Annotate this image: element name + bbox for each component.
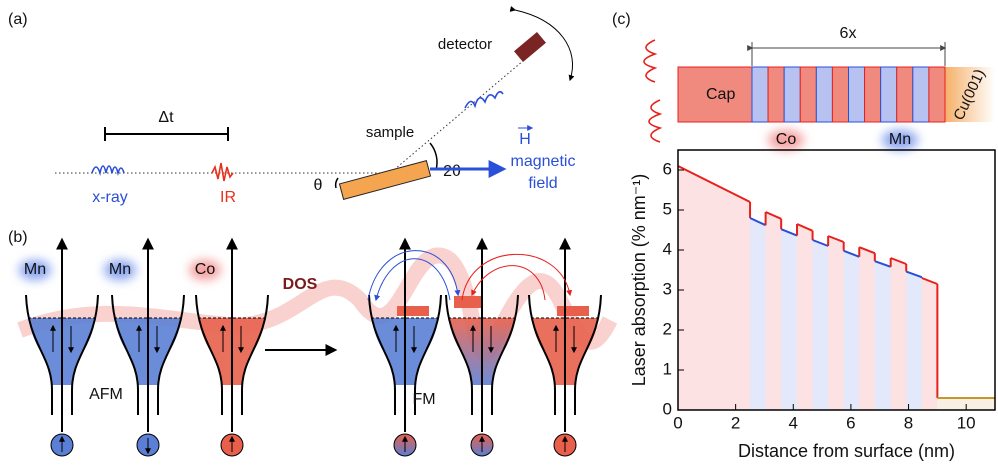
afm-label: AFM: [89, 386, 123, 403]
co-layer: [768, 67, 784, 122]
repeat-label: 6x: [840, 25, 857, 42]
xray-label: x-ray: [92, 189, 128, 206]
panel-label: (b): [8, 229, 28, 246]
two-theta-arc: [430, 143, 437, 170]
area-fill: [922, 278, 938, 410]
x-tick-label: 10: [957, 413, 976, 432]
area-fill: [891, 258, 907, 410]
scatter-line: [382, 55, 530, 180]
page: {"panel_a":{"label":"(a)","delta_t":"Δt"…: [0, 0, 998, 468]
fm-label: FM: [412, 391, 435, 408]
ir-pulse: [649, 100, 660, 142]
y-tick-label: 6: [663, 159, 672, 178]
area-fill: [766, 212, 782, 410]
mn-layer: [784, 67, 800, 122]
field-label: field: [528, 175, 557, 192]
co-layer: [832, 67, 848, 122]
x-axis-label: Distance from surface (nm): [738, 441, 955, 461]
mn-layer: [849, 67, 865, 122]
co-layer: [800, 67, 816, 122]
mn-layer: [881, 67, 897, 122]
area-fill: [797, 224, 813, 410]
detector: [514, 32, 546, 62]
ir-pulse: [644, 40, 655, 82]
cap-label: Cap: [706, 86, 735, 103]
element-label: Co: [195, 261, 216, 278]
co-layer: [929, 67, 945, 122]
co-layer: [865, 67, 881, 122]
area-fill: [859, 247, 875, 410]
mn-label: Mn: [889, 131, 911, 148]
excited-states: [397, 306, 429, 316]
excited-states: [454, 296, 482, 308]
area-fill: [781, 229, 797, 410]
panel-label: (a): [8, 11, 28, 28]
x-tick-label: 2: [731, 413, 740, 432]
y-tick-label: 3: [663, 279, 672, 298]
ir-pulse: [212, 163, 233, 181]
area-fill: [906, 272, 922, 410]
xray-pulse: [92, 166, 124, 173]
panel-label: (c): [612, 11, 631, 28]
co-layer: [897, 67, 913, 122]
area-fill: [678, 166, 750, 410]
area-fill: [828, 236, 844, 410]
field-label: magnetic: [511, 153, 576, 170]
ir-label: IR: [220, 189, 236, 206]
x-tick-label: 6: [846, 413, 855, 432]
co-label: Co: [776, 131, 797, 148]
x-tick-label: 4: [789, 413, 798, 432]
x-tick-label: 8: [904, 413, 913, 432]
y-tick-label: 5: [663, 199, 672, 218]
element-label: Mn: [24, 261, 46, 278]
y-tick-label: 1: [663, 359, 672, 378]
area-fill: [875, 261, 891, 410]
sample-plate: [339, 161, 430, 200]
y-axis-label: Laser absorption (% nm⁻¹): [629, 174, 649, 387]
detector-label: detector: [438, 36, 492, 53]
dos-label: DOS: [283, 276, 318, 293]
field-symbol: H: [519, 131, 531, 148]
sample-label: sample: [366, 124, 414, 141]
x-tick-label: 0: [673, 413, 682, 432]
area-fill: [844, 251, 860, 410]
absorption-chart: 0 2 4 6 8 10 0 1 2 3 4 5 6 Distance from surface (nm)…: [629, 150, 995, 461]
multilayer: [752, 67, 945, 122]
y-tick-label: 0: [663, 399, 672, 418]
two-theta-label: 2θ: [443, 163, 461, 180]
area-fill: [813, 240, 829, 410]
excited-states: [557, 306, 589, 316]
figure: (a) Δt x-ray IR sample θ 2θ detector H m…: [0, 0, 998, 468]
mn-layer: [816, 67, 832, 122]
mn-layer: [913, 67, 929, 122]
area-fill: [750, 218, 766, 410]
element-label: Mn: [109, 261, 131, 278]
theta-label: θ: [314, 177, 323, 194]
y-tick-label: 2: [663, 319, 672, 338]
delay-label: Δt: [158, 109, 174, 126]
mn-layer: [752, 67, 768, 122]
y-tick-label: 4: [663, 239, 672, 258]
theta-arc: [336, 178, 338, 188]
